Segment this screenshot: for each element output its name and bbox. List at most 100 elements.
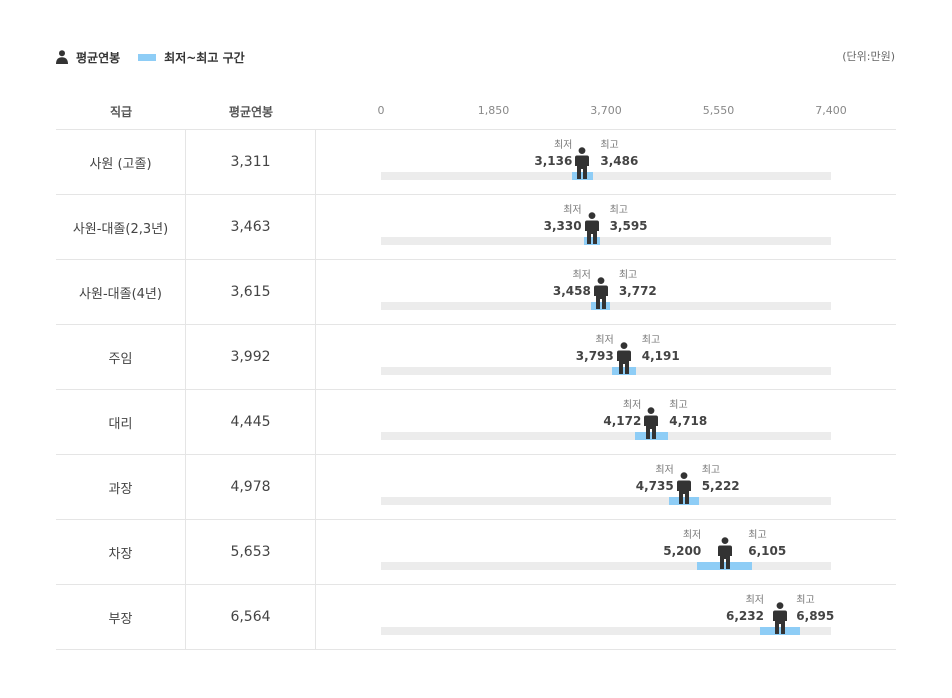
range-track [381, 562, 831, 570]
max-caption: 최고 [701, 465, 721, 476]
legend-range-swatch [138, 53, 157, 61]
max-caption: 최고 [600, 140, 619, 151]
max-value: 6,895 [796, 609, 835, 623]
avg-salary-value: 4,978 [186, 455, 316, 519]
min-max-range-bar [634, 432, 668, 440]
max-caption: 최고 [796, 595, 815, 606]
grade-label: 부장 [56, 585, 186, 649]
range-track [381, 432, 831, 440]
max-caption: 최고 [641, 335, 661, 346]
max-value-label: 최고 3,595 [609, 205, 648, 233]
min-max-range-bar [697, 562, 753, 570]
min-value: 5,200 [663, 544, 702, 558]
table-row: 과장 4,978 최저 4,735 최고 5,222 [56, 455, 896, 520]
max-value: 5,222 [701, 479, 740, 493]
table-row: 대리 4,445 최저 4,172 최고 4,718 [56, 390, 896, 455]
x-tick-label: 1,850 [477, 104, 510, 117]
max-value-label: 최고 4,191 [641, 335, 680, 363]
min-caption: 최저 [745, 595, 764, 606]
min-value: 6,232 [726, 609, 764, 623]
min-max-range-bar [571, 172, 593, 180]
min-caption: 최저 [563, 205, 582, 216]
avg-salary-value: 4,445 [186, 390, 316, 454]
person-icon [56, 50, 68, 64]
x-tick-label: 5,550 [702, 104, 735, 117]
person-icon [717, 537, 733, 569]
max-value: 3,772 [618, 284, 657, 298]
max-value: 3,486 [600, 154, 639, 168]
max-value: 4,718 [669, 414, 708, 428]
min-value: 4,172 [603, 414, 642, 428]
legend-range-label: 최저~최고 구간 [164, 50, 245, 65]
min-max-range-bar [583, 237, 600, 245]
range-track [381, 237, 831, 245]
min-value-label: 최저 3,458 [552, 270, 591, 298]
max-caption: 최고 [669, 400, 688, 411]
min-value-label: 최저 4,735 [635, 465, 674, 493]
range-track [381, 497, 831, 505]
min-max-range-bar [668, 497, 699, 505]
min-caption: 최저 [655, 465, 674, 476]
header-avg: 평균연봉 [228, 105, 274, 119]
max-value-label: 최고 3,486 [600, 140, 639, 168]
table-row: 차장 5,653 최저 5,200 최고 6,105 [56, 520, 896, 585]
max-value-label: 최고 3,772 [618, 271, 657, 298]
person-icon [593, 277, 609, 309]
table-row: 사원 (고졸) 3,311 최저 3,136 최고 3,486 [56, 130, 896, 195]
min-max-range-bar [611, 367, 636, 375]
min-value: 3,793 [575, 349, 614, 363]
max-value: 4,191 [641, 349, 680, 363]
avg-salary-value: 3,615 [186, 260, 316, 324]
min-value-label: 최저 3,136 [534, 140, 573, 168]
range-track [381, 172, 831, 180]
min-caption: 최저 [572, 270, 591, 281]
table-row: 부장 6,564 최저 6,232 최고 6,895 [56, 585, 896, 650]
max-value: 6,105 [748, 544, 787, 558]
max-value-label: 최고 5,222 [701, 465, 740, 493]
min-max-range-bar [591, 302, 611, 310]
min-value-label: 최저 6,232 [726, 595, 764, 623]
min-caption: 최저 [682, 530, 702, 541]
legend: 평균연봉 최저~최고 구간 [56, 47, 245, 67]
grade-label: 차장 [56, 520, 186, 584]
person-icon [616, 342, 632, 374]
x-tick-label: 7,400 [815, 104, 847, 117]
table-row: 사원-대졸(2,3년) 3,463 최저 3,330 최고 3,595 [56, 195, 896, 260]
person-icon [643, 407, 659, 439]
min-value: 3,330 [543, 219, 582, 233]
avg-salary-value: 5,653 [186, 520, 316, 584]
avg-salary-value: 3,311 [186, 130, 316, 194]
grade-label: 사원-대졸(2,3년) [56, 195, 186, 259]
table-header: 직급 평균연봉 0 1,850 3,700 5,550 7,400 [56, 94, 896, 130]
x-tick-label: 0 [377, 104, 385, 117]
avg-salary-value: 6,564 [186, 585, 316, 649]
person-icon [584, 212, 600, 244]
max-value-label: 최고 4,718 [669, 400, 708, 428]
min-value: 4,735 [635, 479, 674, 493]
person-icon [676, 472, 692, 504]
min-caption: 최저 [553, 140, 573, 151]
min-value-label: 최저 4,172 [603, 400, 642, 428]
max-value-label: 최고 6,105 [748, 530, 787, 558]
max-value-label: 최고 6,895 [796, 595, 835, 623]
header-grade: 직급 [109, 105, 133, 119]
min-value-label: 최저 3,330 [543, 205, 582, 233]
grade-label: 사원-대졸(4년) [56, 260, 186, 324]
min-value: 3,136 [534, 154, 573, 168]
min-value-label: 최저 5,200 [663, 530, 702, 558]
avg-salary-value: 3,463 [186, 195, 316, 259]
legend-avg-label: 평균연봉 [76, 50, 121, 65]
max-caption: 최고 [748, 530, 767, 541]
grade-label: 주임 [56, 325, 186, 389]
min-max-range-bar [759, 627, 801, 635]
min-caption: 최저 [595, 335, 614, 346]
avg-salary-value: 3,992 [186, 325, 316, 389]
range-track [381, 367, 831, 375]
person-icon [772, 602, 788, 634]
max-caption: 최고 [609, 205, 628, 216]
grade-label: 대리 [56, 390, 186, 454]
max-value: 3,595 [609, 219, 648, 233]
min-caption: 최저 [622, 400, 642, 411]
min-value: 3,458 [552, 284, 591, 298]
x-tick-label: 3,700 [590, 104, 622, 117]
